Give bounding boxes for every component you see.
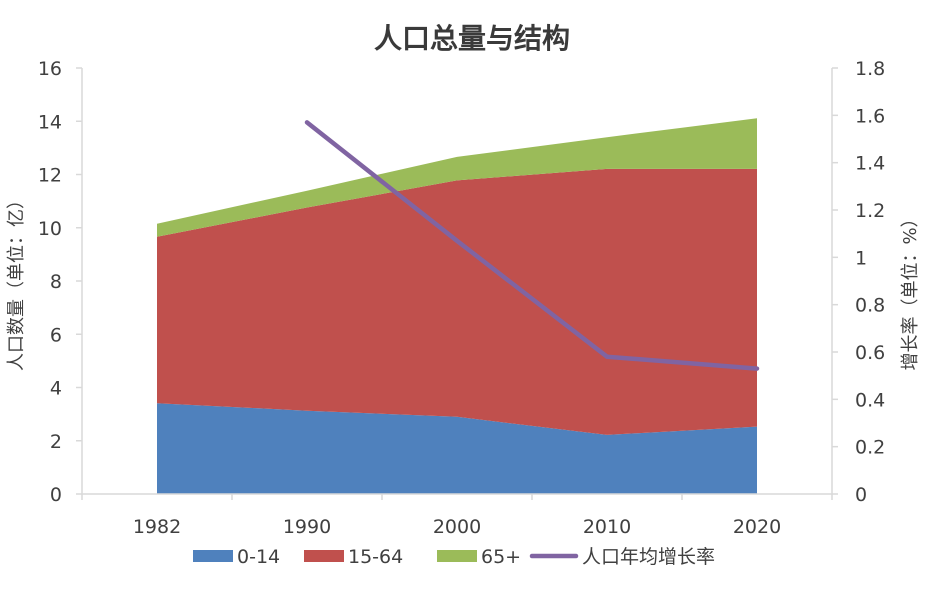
legend-swatch — [193, 550, 233, 562]
legend-label: 0-14 — [237, 546, 280, 568]
right-tick-label: 1.8 — [855, 58, 885, 80]
right-tick-label: 0.4 — [855, 389, 885, 411]
x-tick-label: 1990 — [283, 516, 331, 538]
left-tick-label: 10 — [38, 218, 62, 240]
area-series-1-0-14 — [157, 403, 757, 494]
legend-label: 15-64 — [348, 546, 403, 568]
area-series-2-15-64 — [157, 168, 757, 435]
left-tick-label: 4 — [50, 378, 62, 400]
legend-label: 65+ — [481, 546, 521, 568]
x-tick-label: 2000 — [433, 516, 481, 538]
x-tick-label: 2020 — [733, 516, 781, 538]
area-series-3-65 — [157, 118, 757, 237]
right-tick-label: 0 — [855, 484, 867, 506]
left-tick-label: 16 — [38, 58, 62, 80]
legend-swatch — [437, 550, 477, 562]
x-tick-label: 2010 — [583, 516, 631, 538]
left-tick-label: 8 — [50, 271, 62, 293]
right-tick-label: 1.6 — [855, 105, 885, 127]
growth-rate-line — [304, 120, 760, 371]
left-tick-label: 0 — [50, 484, 62, 506]
left-axis-ticks: 0 2 4 6 8 10 12 14 16 — [38, 58, 82, 506]
legend-item-4: 人口年均增长率 — [529, 546, 715, 568]
legend-item-3: 65+ — [437, 546, 521, 568]
legend-item-1: 0-14 — [193, 546, 280, 568]
chart-title: 人口总量与结构 — [374, 22, 570, 55]
legend-item-2: 15-64 — [304, 546, 403, 568]
right-axis-ticks: 0 0.2 0.4 0.6 0.8 1 1.2 1.4 1.6 1.8 — [832, 58, 885, 506]
legend: 0-14 15-64 65+ 人口年均增长率 — [193, 546, 715, 568]
legend-label: 人口年均增长率 — [582, 546, 715, 568]
right-tick-label: 0.6 — [855, 342, 885, 364]
legend-swatch — [304, 550, 344, 562]
left-axis-label: 人口数量（单位：亿） — [6, 191, 27, 371]
growth-line-layer — [304, 120, 760, 371]
left-tick-label: 12 — [38, 165, 62, 187]
x-tick-label: 1982 — [133, 516, 181, 538]
plot-areas — [157, 118, 757, 494]
left-tick-label: 2 — [50, 431, 62, 453]
left-tick-label: 14 — [38, 111, 62, 133]
right-tick-label: 0.8 — [855, 295, 885, 317]
right-tick-label: 0.2 — [855, 437, 885, 459]
left-tick-label: 6 — [50, 324, 62, 346]
right-tick-label: 1.4 — [855, 153, 885, 175]
x-axis-ticks: 1982 1990 2000 2010 2020 — [81, 494, 833, 538]
right-tick-label: 1.2 — [855, 200, 885, 222]
right-axis-label: 增长率（单位：%） — [900, 209, 921, 370]
right-tick-label: 1 — [855, 247, 867, 269]
